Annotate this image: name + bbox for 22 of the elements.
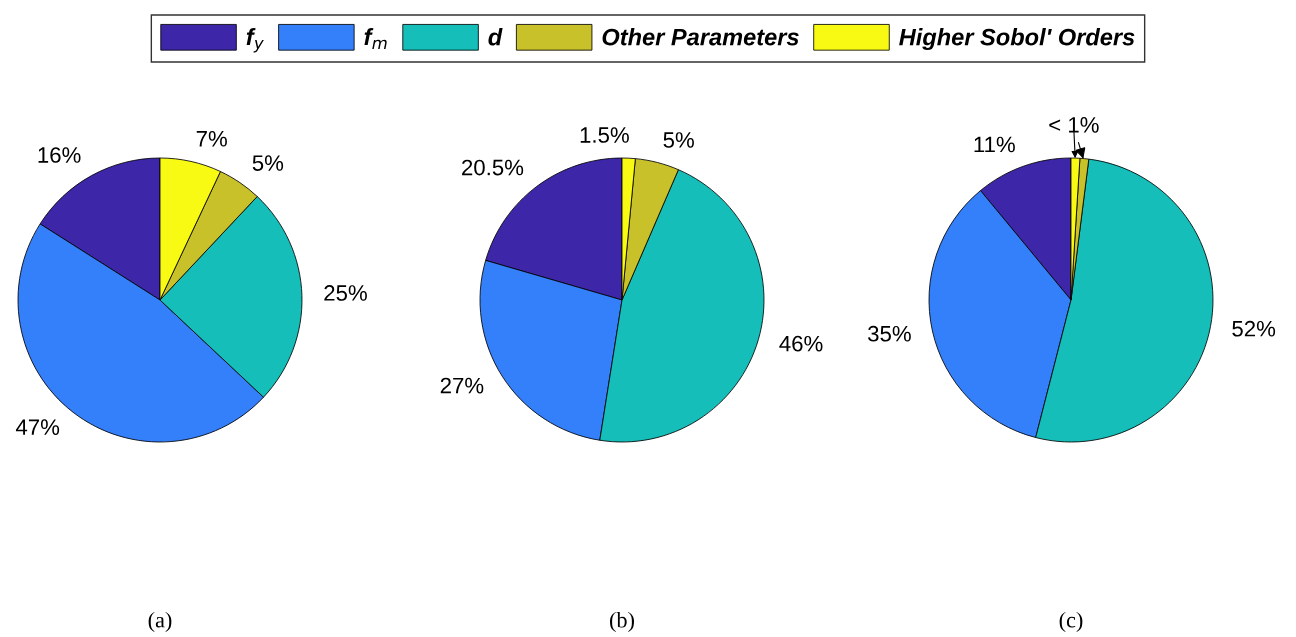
data-label: 25% (324, 285, 367, 301)
data-label: 27% (440, 377, 484, 394)
data-label: 52% (1232, 320, 1276, 337)
data-label: 20.5% (462, 159, 524, 176)
text: (b) (610, 611, 634, 633)
legend-label: Higher Sobol' Orders (899, 28, 1135, 51)
text: < 1% (1049, 117, 1099, 133)
text: (c) (1059, 611, 1083, 633)
legend-label: d (488, 28, 503, 46)
legend-label: f$_{m}$ (364, 27, 387, 49)
data-label: 7% (196, 130, 227, 147)
data-label: 47% (15, 419, 60, 435)
legend-label: Other Parameters (602, 28, 799, 46)
data-label: 5% (252, 155, 284, 171)
data-label: 1.5% (580, 127, 629, 143)
legend-label: f$_{y}$ (246, 27, 264, 53)
data-label: 5% (663, 132, 694, 148)
data-label: 16% (38, 147, 81, 163)
data-label: 46% (779, 335, 823, 352)
data-label: 35% (868, 325, 911, 342)
text: (a) (148, 611, 172, 633)
data-label: 11% (974, 136, 1015, 153)
